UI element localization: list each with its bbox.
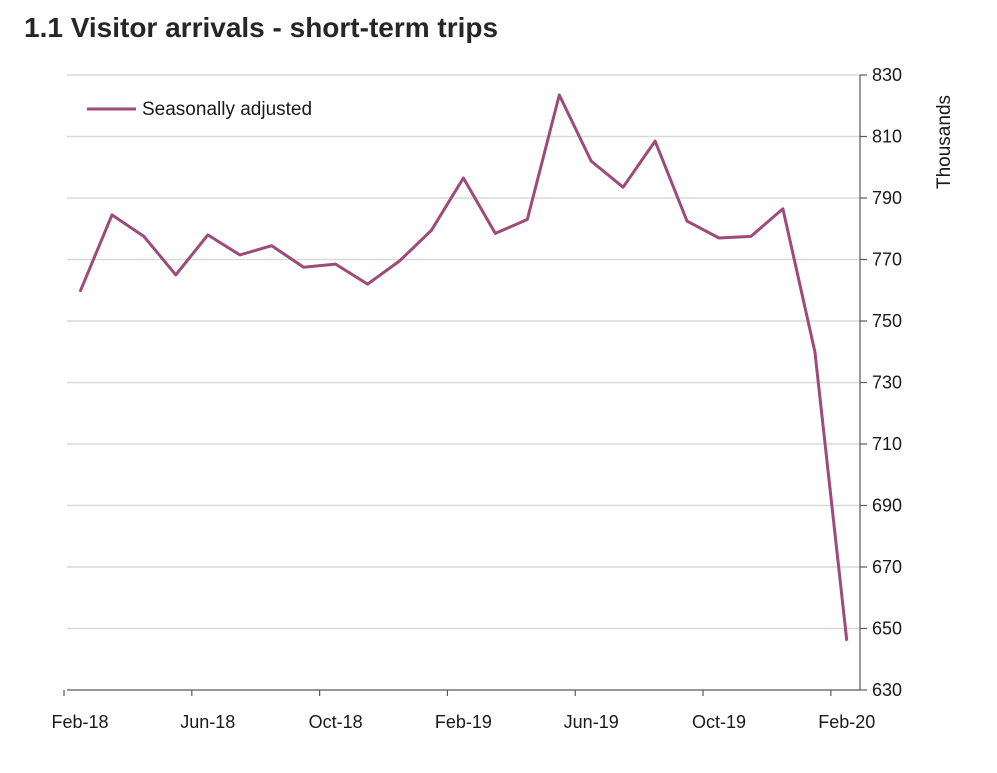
- y-tick-label: 710: [872, 434, 902, 454]
- y-tick-label: 630: [872, 680, 902, 700]
- x-axis-ticks: Feb-18 Jun-18 Oct-18 Feb-19 Jun-19 Oct-19 Feb-…: [51, 690, 875, 732]
- legend: Seasonally adjusted: [87, 99, 312, 120]
- x-tick-label: Oct-18: [309, 712, 363, 732]
- y-tick-label: 690: [872, 496, 902, 516]
- x-tick-label: Jun-18: [180, 712, 235, 732]
- y-tick-label: 790: [872, 188, 902, 208]
- x-tick-label: Jun-19: [564, 712, 619, 732]
- y-tick-label: 650: [872, 619, 902, 639]
- series-line: [78, 93, 849, 641]
- y-axis-title: Thousands: [934, 95, 955, 189]
- x-tick-label: Feb-19: [435, 712, 492, 732]
- chart-title: 1.1 Visitor arrivals - short-term trips: [24, 12, 499, 43]
- legend-label: Seasonally adjusted: [142, 99, 312, 120]
- y-tick-label: 810: [872, 127, 902, 147]
- gridlines: [67, 74, 860, 630]
- y-axis-ticks: 630 650 670 690 710 730 750 770 790 810 830: [860, 65, 902, 700]
- x-tick-label: Feb-18: [51, 712, 108, 732]
- series-group: [78, 93, 849, 641]
- y-tick-label: 750: [872, 311, 902, 331]
- y-tick-label: 770: [872, 250, 902, 270]
- x-tick-label: Oct-19: [692, 712, 746, 732]
- y-tick-label: 830: [872, 65, 902, 85]
- y-tick-label: 730: [872, 373, 902, 393]
- x-tick-label: Feb-20: [818, 712, 875, 732]
- y-tick-label: 670: [872, 557, 902, 577]
